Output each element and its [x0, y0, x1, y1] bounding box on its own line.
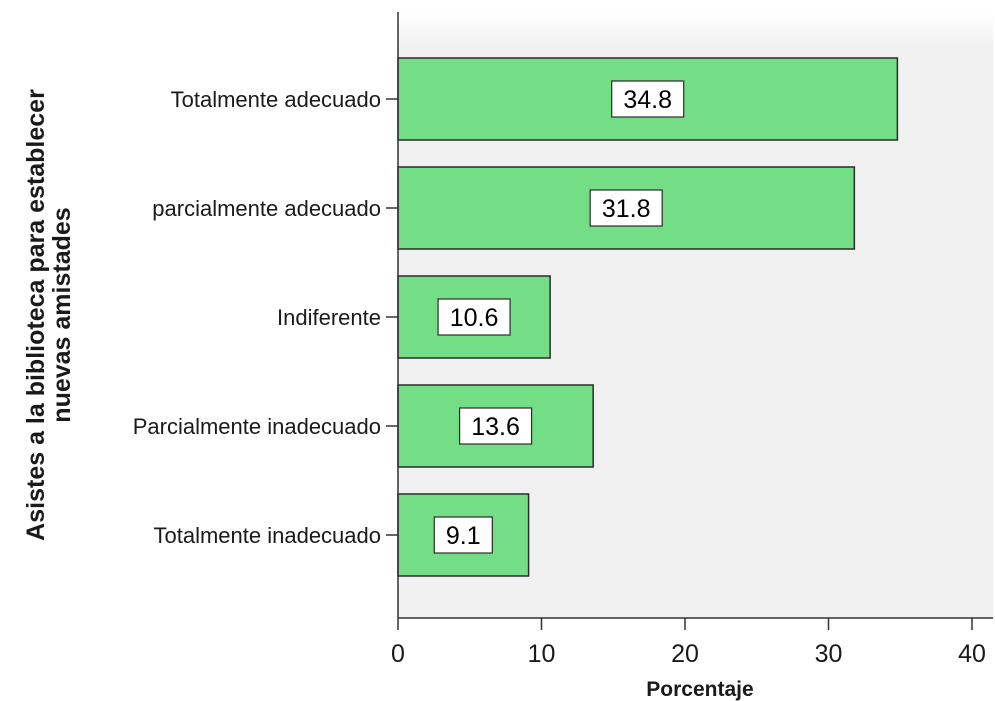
y-axis-title-line-2: nuevas amistades: [48, 207, 76, 422]
x-tick-label: 40: [958, 640, 986, 668]
data-label: 34.8: [623, 86, 672, 114]
data-label-box: [589, 189, 663, 227]
category-label: parcialmente adecuado: [152, 196, 381, 221]
data-label-box: [437, 298, 511, 336]
category-label: Indiferente: [277, 305, 381, 330]
data-label: 10.6: [450, 304, 499, 332]
data-label-box: [433, 516, 493, 554]
data-label: 31.8: [602, 195, 651, 223]
x-axis-title: Porcentaje: [646, 678, 753, 701]
x-tick-label: 10: [528, 640, 556, 668]
category-label: Totalmente adecuado: [171, 87, 381, 112]
data-label: 9.1: [446, 522, 481, 550]
x-tick-label: 30: [815, 640, 843, 668]
y-axis-title-line-1: Asistes a la biblioteca para establecer: [22, 89, 50, 541]
data-label-box: [611, 80, 685, 118]
category-label: Totalmente inadecuado: [154, 523, 382, 548]
data-label: 13.6: [471, 413, 520, 441]
y-axis-title: Asistes a la biblioteca para establecer …: [22, 89, 76, 541]
category-label: Parcialmente inadecuado: [133, 414, 381, 439]
x-tick-label: 20: [671, 640, 699, 668]
x-tick-label: 0: [391, 640, 405, 668]
data-label-box: [458, 407, 533, 445]
